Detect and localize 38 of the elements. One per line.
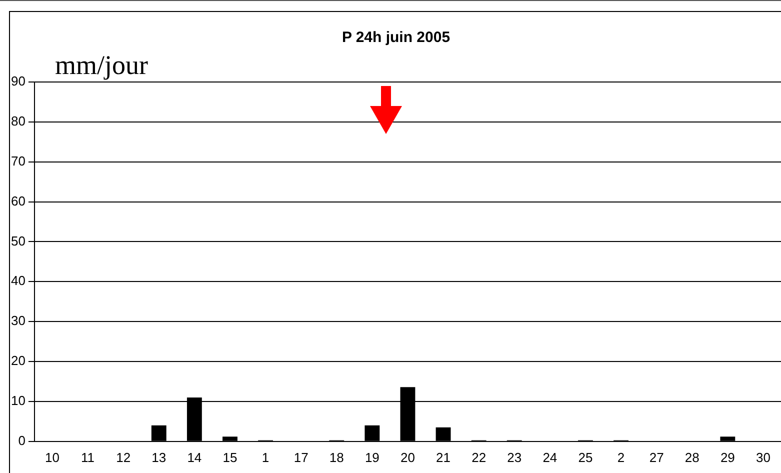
x-tick-label: 12 — [116, 450, 131, 465]
x-tick-label: 11 — [81, 450, 95, 465]
x-tick-label: 20 — [400, 450, 415, 465]
x-tick-label: 23 — [507, 450, 522, 465]
y-tick-label: 0 — [18, 432, 26, 448]
y-tick-label: 80 — [10, 114, 26, 129]
x-tick-label: 30 — [756, 450, 770, 465]
y-tick-label: 60 — [10, 193, 26, 208]
x-tick-label: 15 — [222, 450, 238, 465]
bar — [364, 425, 380, 441]
y-axis-title: mm/jour — [55, 50, 148, 80]
x-tick-label: 22 — [472, 450, 486, 465]
x-tick-label: 2 — [617, 450, 625, 465]
y-tick-label: 20 — [10, 353, 26, 368]
x-tick-label: 27 — [649, 450, 664, 465]
bar — [222, 436, 238, 441]
x-tick-label: 21 — [436, 450, 451, 465]
x-tick-label: 28 — [684, 450, 700, 465]
x-tick-label: 19 — [364, 450, 380, 465]
y-tick-label: 10 — [10, 393, 26, 408]
x-tick-label: 1 — [262, 450, 270, 465]
bar — [720, 436, 736, 441]
x-tick-label: 13 — [152, 450, 166, 465]
x-tick-label: 14 — [187, 450, 202, 465]
x-tick-label: 29 — [720, 450, 735, 465]
x-tick-label: 24 — [542, 450, 558, 465]
x-tick-label: 18 — [329, 450, 344, 465]
bar — [436, 427, 451, 441]
x-tick-label: 10 — [45, 450, 60, 465]
bar — [151, 425, 166, 441]
y-tick-label: 30 — [10, 313, 26, 328]
y-tick-label: 90 — [10, 74, 26, 89]
y-tick-label: 50 — [10, 233, 26, 248]
x-tick-label: 25 — [578, 450, 593, 465]
y-tick-label: 40 — [10, 273, 26, 288]
x-tick-label: 17 — [294, 450, 308, 465]
y-tick-label: 70 — [10, 153, 26, 168]
chart-title: P 24h juin 2005 — [342, 29, 450, 46]
